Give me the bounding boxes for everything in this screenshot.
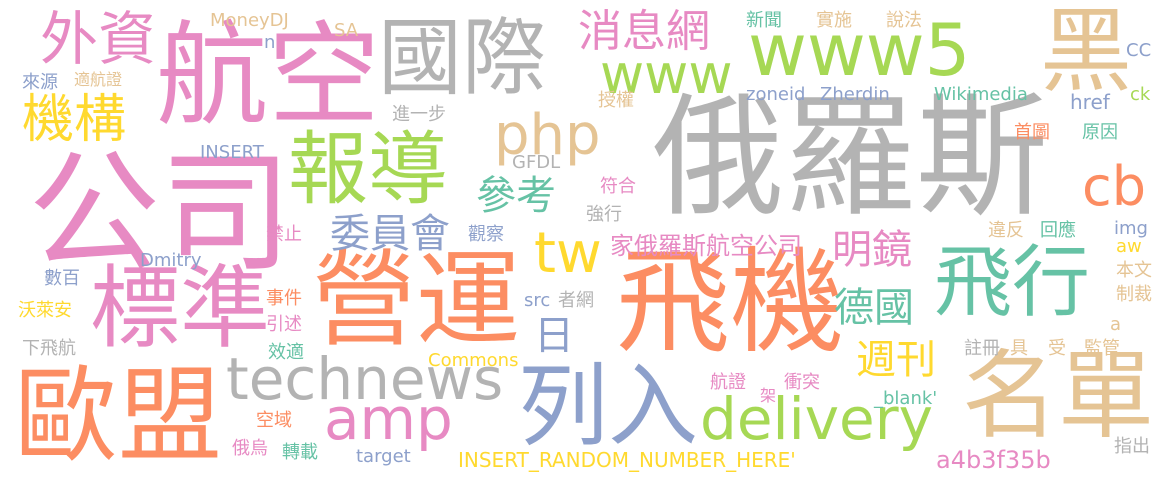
word: 航空 <box>156 11 380 141</box>
word: href <box>1070 90 1110 114</box>
word: 參考 <box>476 173 556 219</box>
word: 事件 <box>266 288 302 309</box>
word: 航證 <box>710 372 746 393</box>
word: img <box>1114 218 1148 239</box>
word: 強行 <box>586 204 622 225</box>
word: 指出 <box>1114 436 1150 457</box>
word: 飛機 <box>616 236 845 369</box>
word: 黑 <box>1040 0 1133 105</box>
word: 標準 <box>90 256 270 361</box>
word: GFDL <box>512 152 561 173</box>
word: zoneid <box>746 84 806 105</box>
word: 架 <box>760 386 777 405</box>
word: 下飛航 <box>22 338 76 359</box>
word: 授權 <box>598 90 634 111</box>
word: 來源 <box>22 72 58 93</box>
word: 明鏡 <box>832 227 912 273</box>
word: 進一步 <box>392 104 446 125</box>
word: 監管 <box>1084 338 1120 359</box>
word: 俄羅斯 <box>652 81 1048 235</box>
word: cb <box>1082 155 1146 218</box>
word: Zherdin <box>820 84 890 105</box>
word: tw <box>534 221 602 286</box>
word: www5 <box>748 8 971 92</box>
word: 違反 <box>988 220 1024 241</box>
word: 國際 <box>378 9 547 107</box>
word: delivery <box>700 385 933 453</box>
word: 德國 <box>834 285 914 331</box>
word: 家俄羅斯航空公司 <box>610 232 802 260</box>
word: 者網 <box>558 290 594 311</box>
word: 說法 <box>886 10 922 31</box>
word: 委員會 <box>330 211 450 257</box>
word: 空域 <box>256 410 292 431</box>
word: ck <box>1130 84 1151 105</box>
word: MoneyDJ <box>210 10 289 31</box>
word: 本文 <box>1116 260 1152 281</box>
word: aw <box>1116 236 1142 257</box>
word: 公司 <box>28 137 292 291</box>
word: amp <box>324 385 453 453</box>
word: 適航證 <box>74 70 123 89</box>
word: 歐盟 <box>14 355 223 477</box>
word: Dmitry <box>140 250 202 271</box>
word: 名單 <box>962 340 1154 452</box>
word: 轉載 <box>282 442 318 463</box>
word: 原因 <box>1082 122 1118 143</box>
word: 首圖 <box>1014 122 1050 143</box>
word: 註冊 <box>964 338 1000 359</box>
word: INSERT_RANDOM_NUMBER_HERE' <box>458 448 796 472</box>
word: php <box>494 103 601 168</box>
word: 禁止 <box>266 224 302 245</box>
word: Wikimedia <box>934 84 1028 105</box>
word: SA <box>334 20 359 41</box>
word: 符合 <box>600 176 636 197</box>
word: 日 <box>534 313 574 359</box>
word: 消息網 <box>578 6 710 57</box>
word: n <box>264 32 276 53</box>
word: 效適 <box>268 342 304 363</box>
word: 新聞 <box>746 10 782 31</box>
word: 機構 <box>22 90 127 150</box>
word: 數百 <box>44 268 80 289</box>
word: 實施 <box>816 10 852 31</box>
word: a <box>1110 314 1122 335</box>
word: technews <box>226 345 504 413</box>
word: INSERT <box>200 142 264 163</box>
word: 制裁 <box>1116 284 1152 305</box>
word: 俄烏 <box>232 438 268 459</box>
word: 外資 <box>40 5 157 73</box>
word: 回應 <box>1040 220 1076 241</box>
word: Commons <box>428 350 519 371</box>
word: 列入 <box>518 354 698 459</box>
word: target <box>356 446 411 467</box>
word: 週刊 <box>856 337 936 383</box>
word: 飛行 <box>934 238 1091 328</box>
word: 受 <box>1048 338 1066 359</box>
word: a4b3f35b <box>936 446 1051 474</box>
word: 引述 <box>266 314 302 335</box>
word: 具 <box>1010 338 1028 359</box>
word: CC <box>1126 40 1152 61</box>
word: 衝突 <box>784 372 820 393</box>
word: 營運 <box>312 239 521 361</box>
word: 報導 <box>288 123 448 216</box>
word: 觀察 <box>468 224 504 245</box>
word: 沃萊安 <box>18 300 72 321</box>
word: _blank' <box>874 388 938 409</box>
word: src <box>524 290 551 311</box>
word: www <box>600 43 733 106</box>
